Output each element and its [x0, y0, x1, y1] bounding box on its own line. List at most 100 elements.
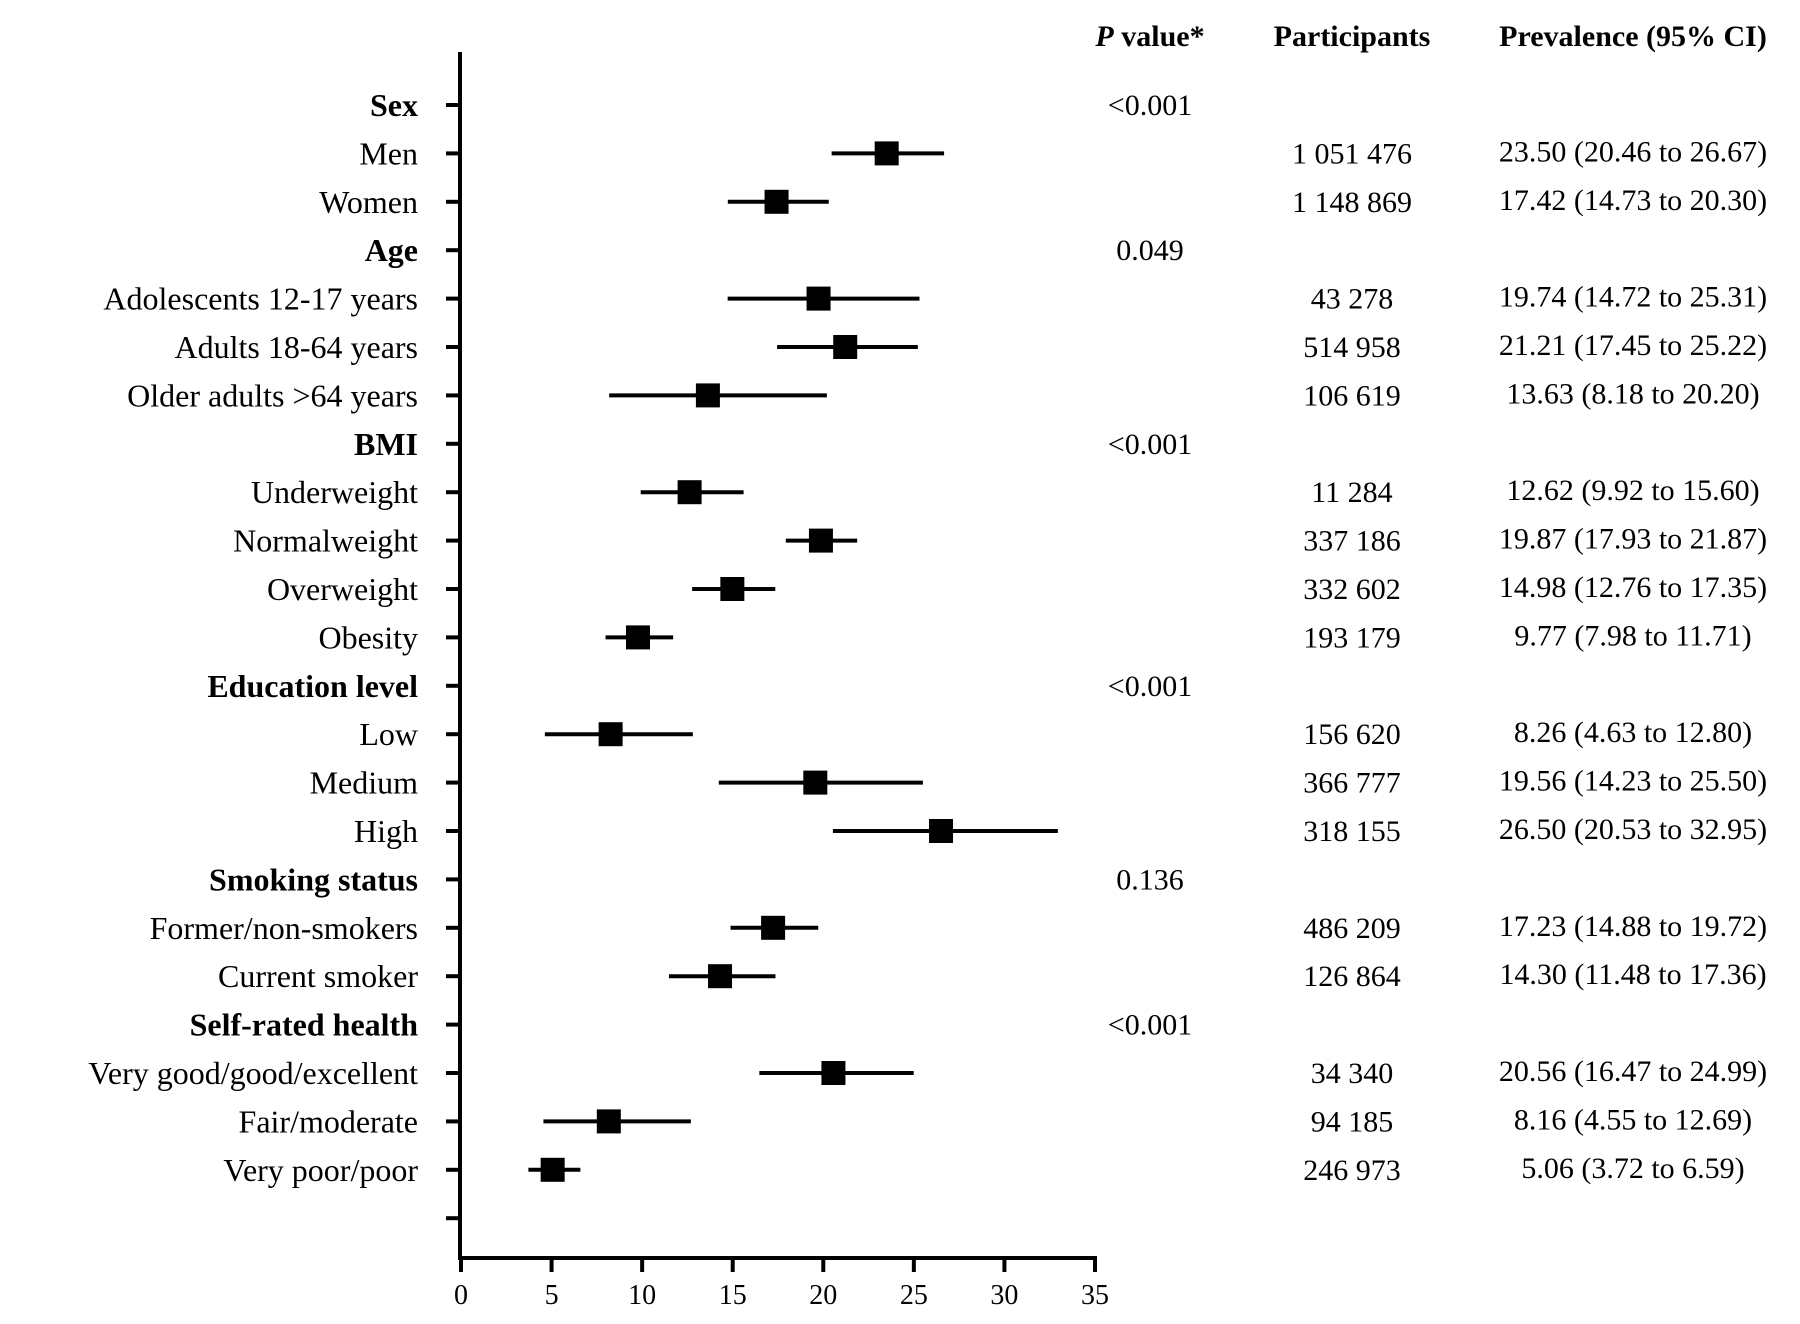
subgroup-row: Fair/moderate 94 185 8.16 (4.55 to 12.69)	[239, 1103, 1753, 1139]
row-label: Very poor/poor	[223, 1152, 418, 1188]
row-label: Current smoker	[218, 958, 418, 994]
prevalence-cell: 23.50 (20.46 to 26.67)	[1499, 135, 1767, 168]
point-estimate-marker	[929, 819, 954, 843]
group-row: Self-rated health <0.001	[190, 1007, 1193, 1043]
point-estimate-marker	[708, 964, 733, 989]
prevalence-cell: 8.26 (4.63 to 12.80)	[1514, 716, 1752, 749]
subgroup-row: Overweight 332 602 14.98 (12.76 to 17.35)	[267, 571, 1767, 607]
participants-cell: 318 155	[1303, 815, 1401, 848]
prevalence-cell: 8.16 (4.55 to 12.69)	[1514, 1103, 1752, 1136]
subgroup-row: Very poor/poor 246 973 5.06 (3.72 to 6.59)	[223, 1152, 1744, 1188]
column-headers: P value* Participants Prevalence (95% CI…	[1094, 20, 1766, 53]
row-label: Older adults >64 years	[127, 377, 418, 413]
group-label: Self-rated health	[190, 1007, 419, 1043]
subgroup-row: Former/non-smokers 486 209 17.23 (14.88 to…	[150, 910, 1768, 946]
row-label: Obesity	[318, 619, 418, 655]
row-label: Adults 18-64 years	[174, 329, 418, 365]
subgroup-row: Underweight 11 284 12.62 (9.92 to 15.60)	[251, 474, 1760, 510]
group-row: BMI <0.001	[354, 426, 1192, 462]
point-estimate-marker	[803, 770, 828, 795]
x-tick-label: 35	[1081, 1280, 1109, 1311]
row-label: Fair/moderate	[239, 1103, 418, 1139]
participants-cell: 11 284	[1311, 476, 1392, 509]
subgroup-row: Obesity 193 179 9.77 (7.98 to 11.71)	[318, 619, 1751, 655]
participants-cell: 366 777	[1303, 767, 1401, 800]
prevalence-cell: 17.42 (14.73 to 20.30)	[1499, 184, 1767, 217]
prevalence-cell: 19.87 (17.93 to 21.87)	[1499, 523, 1767, 556]
prevalence-cell: 9.77 (7.98 to 11.71)	[1514, 619, 1751, 652]
row-label: Women	[319, 184, 418, 220]
x-tick-label: 5	[545, 1280, 559, 1311]
participants-cell: 156 620	[1303, 718, 1401, 751]
prevalence-cell: 5.06 (3.72 to 6.59)	[1521, 1152, 1744, 1185]
row-label: Overweight	[267, 571, 418, 607]
row-label: High	[354, 813, 418, 849]
group-label: Education level	[207, 668, 418, 704]
point-estimate-marker	[625, 625, 650, 650]
participants-cell: 337 186	[1303, 525, 1401, 558]
prevalence-header: Prevalence (95% CI)	[1499, 20, 1767, 53]
subgroup-row: Women 1 148 869 17.42 (14.73 to 20.30)	[319, 184, 1767, 220]
row-label: Low	[359, 716, 418, 752]
subgroup-row: Older adults >64 years 106 619 13.63 (8.18…	[127, 377, 1760, 413]
group-row: Education level <0.001	[207, 668, 1192, 704]
group-row: Smoking status 0.136	[209, 861, 1184, 897]
row-label: Adolescents 12-17 years	[103, 281, 418, 317]
point-estimate-marker	[821, 1061, 846, 1085]
row-label: Men	[359, 135, 418, 171]
x-tick-label: 0	[454, 1280, 468, 1311]
row-label: Former/non-smokers	[150, 910, 418, 946]
plot-rows: Sex <0.001 Men 1 051 476 23.50 (20.46 to 26.…	[88, 87, 1768, 1221]
group-row: Sex <0.001	[370, 87, 1192, 123]
prevalence-cell: 21.21 (17.45 to 25.22)	[1499, 329, 1767, 362]
participants-cell: 486 209	[1303, 912, 1401, 945]
participants-cell: 193 179	[1303, 621, 1401, 654]
point-estimate-marker	[596, 1109, 621, 1134]
subgroup-row: Current smoker 126 864 14.30 (11.48 to 17.…	[218, 958, 1767, 994]
x-tick-label: 15	[719, 1280, 747, 1311]
participants-cell: 514 958	[1303, 331, 1401, 364]
subgroup-row: Low 156 620 8.26 (4.63 to 12.80)	[359, 716, 1752, 752]
group-label: Age	[365, 232, 418, 268]
subgroup-row: Adolescents 12-17 years 43 278 19.74 (14.7…	[103, 281, 1767, 317]
participants-cell: 332 602	[1303, 573, 1401, 606]
point-estimate-marker	[540, 1157, 565, 1182]
prevalence-cell: 12.62 (9.92 to 15.60)	[1506, 474, 1759, 507]
prevalence-cell: 19.56 (14.23 to 25.50)	[1499, 765, 1767, 798]
subgroup-row: Very good/good/excellent 34 340 20.56 (16.…	[88, 1055, 1767, 1091]
participants-cell: 1 051 476	[1292, 137, 1412, 170]
prevalence-cell: 13.63 (8.18 to 20.20)	[1506, 377, 1759, 410]
axes: 0 5 10 15 20 25 30 35	[454, 52, 1109, 1311]
subgroup-row: Medium 366 777 19.56 (14.23 to 25.50)	[310, 765, 1768, 801]
point-estimate-marker	[874, 141, 899, 166]
group-label: Smoking status	[209, 861, 418, 897]
subgroup-row: Adults 18-64 years 514 958 21.21 (17.45 to…	[174, 329, 1767, 365]
row-label: Normalweight	[233, 523, 418, 559]
point-estimate-marker	[806, 286, 831, 311]
point-estimate-marker	[761, 915, 786, 940]
row-label: Medium	[310, 765, 419, 801]
x-tick-label: 25	[900, 1280, 928, 1311]
participants-cell: 34 340	[1311, 1057, 1394, 1090]
prevalence-cell: 20.56 (16.47 to 24.99)	[1499, 1055, 1767, 1088]
subgroup-row: High 318 155 26.50 (20.53 to 32.95)	[354, 813, 1767, 849]
point-estimate-marker	[598, 722, 623, 747]
prevalence-cell: 14.30 (11.48 to 17.36)	[1499, 958, 1766, 991]
prevalence-cell: 17.23 (14.88 to 19.72)	[1499, 910, 1767, 943]
participants-cell: 246 973	[1303, 1154, 1401, 1187]
subgroup-row: Men 1 051 476 23.50 (20.46 to 26.67)	[359, 135, 1767, 171]
row-label: Very good/good/excellent	[88, 1055, 418, 1091]
prevalence-cell: 19.74 (14.72 to 25.31)	[1499, 281, 1767, 314]
point-estimate-marker	[833, 335, 858, 359]
p-value-header: P value*	[1094, 20, 1204, 53]
x-tick-label: 10	[628, 1280, 656, 1311]
group-label: Sex	[370, 87, 418, 123]
participants-header: Participants	[1274, 20, 1431, 53]
p-value-cell: <0.001	[1108, 670, 1192, 703]
point-estimate-marker	[764, 189, 789, 214]
subgroup-row: Normalweight 337 186 19.87 (17.93 to 21.87…	[233, 523, 1767, 559]
p-value-cell: <0.001	[1108, 1009, 1192, 1042]
participants-cell: 106 619	[1303, 379, 1401, 412]
p-value-cell: <0.001	[1108, 89, 1192, 122]
